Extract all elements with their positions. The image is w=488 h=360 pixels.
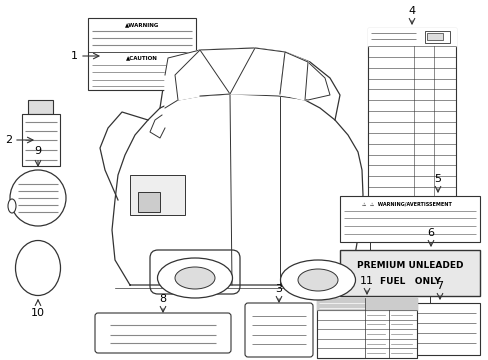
Polygon shape — [367, 133, 413, 144]
Polygon shape — [316, 320, 364, 329]
Text: 1: 1 — [71, 51, 78, 61]
Polygon shape — [316, 339, 364, 348]
Text: ⚠  ⚠  WARNING/AVERTISSEMENT: ⚠ ⚠ WARNING/AVERTISSEMENT — [361, 202, 451, 207]
FancyBboxPatch shape — [426, 33, 442, 40]
Polygon shape — [367, 68, 413, 78]
Ellipse shape — [157, 258, 232, 298]
Polygon shape — [316, 329, 364, 339]
Polygon shape — [229, 48, 285, 94]
Polygon shape — [316, 298, 416, 310]
Polygon shape — [316, 348, 364, 358]
Text: 9: 9 — [34, 146, 41, 156]
Polygon shape — [112, 94, 362, 285]
FancyBboxPatch shape — [316, 298, 416, 358]
Polygon shape — [367, 111, 413, 122]
Text: ▲CAUTION: ▲CAUTION — [126, 55, 158, 60]
Text: 3: 3 — [275, 284, 282, 294]
Text: 11: 11 — [359, 276, 373, 286]
Text: 10: 10 — [31, 308, 45, 318]
Text: 6: 6 — [427, 228, 434, 238]
Polygon shape — [367, 46, 413, 57]
Text: 8: 8 — [159, 294, 166, 304]
Ellipse shape — [297, 269, 337, 291]
FancyBboxPatch shape — [138, 192, 160, 212]
Polygon shape — [367, 89, 413, 100]
Polygon shape — [175, 50, 229, 100]
Text: PREMIUM UNLEADED: PREMIUM UNLEADED — [356, 261, 462, 270]
Text: ▲WARNING: ▲WARNING — [124, 23, 159, 27]
Polygon shape — [164, 48, 329, 108]
Text: 2: 2 — [5, 135, 12, 145]
Ellipse shape — [175, 267, 215, 289]
Text: 4: 4 — [407, 6, 415, 16]
FancyBboxPatch shape — [28, 100, 53, 114]
Polygon shape — [160, 48, 339, 120]
Ellipse shape — [280, 260, 355, 300]
FancyBboxPatch shape — [425, 31, 449, 43]
Polygon shape — [367, 176, 413, 187]
FancyBboxPatch shape — [95, 313, 230, 353]
FancyBboxPatch shape — [22, 114, 60, 166]
Text: 5: 5 — [434, 174, 441, 184]
Polygon shape — [367, 154, 413, 166]
Polygon shape — [316, 310, 364, 320]
FancyBboxPatch shape — [130, 175, 184, 215]
FancyBboxPatch shape — [244, 303, 312, 357]
Ellipse shape — [16, 240, 61, 296]
Polygon shape — [150, 115, 164, 138]
FancyBboxPatch shape — [339, 196, 479, 242]
Text: 7: 7 — [436, 281, 443, 291]
Ellipse shape — [8, 199, 16, 213]
FancyBboxPatch shape — [339, 250, 479, 296]
Text: FUEL   ONLY: FUEL ONLY — [379, 276, 440, 285]
FancyBboxPatch shape — [367, 28, 455, 198]
Polygon shape — [280, 52, 307, 100]
Circle shape — [10, 170, 66, 226]
FancyBboxPatch shape — [379, 303, 479, 355]
FancyBboxPatch shape — [88, 18, 196, 90]
Polygon shape — [367, 28, 455, 46]
